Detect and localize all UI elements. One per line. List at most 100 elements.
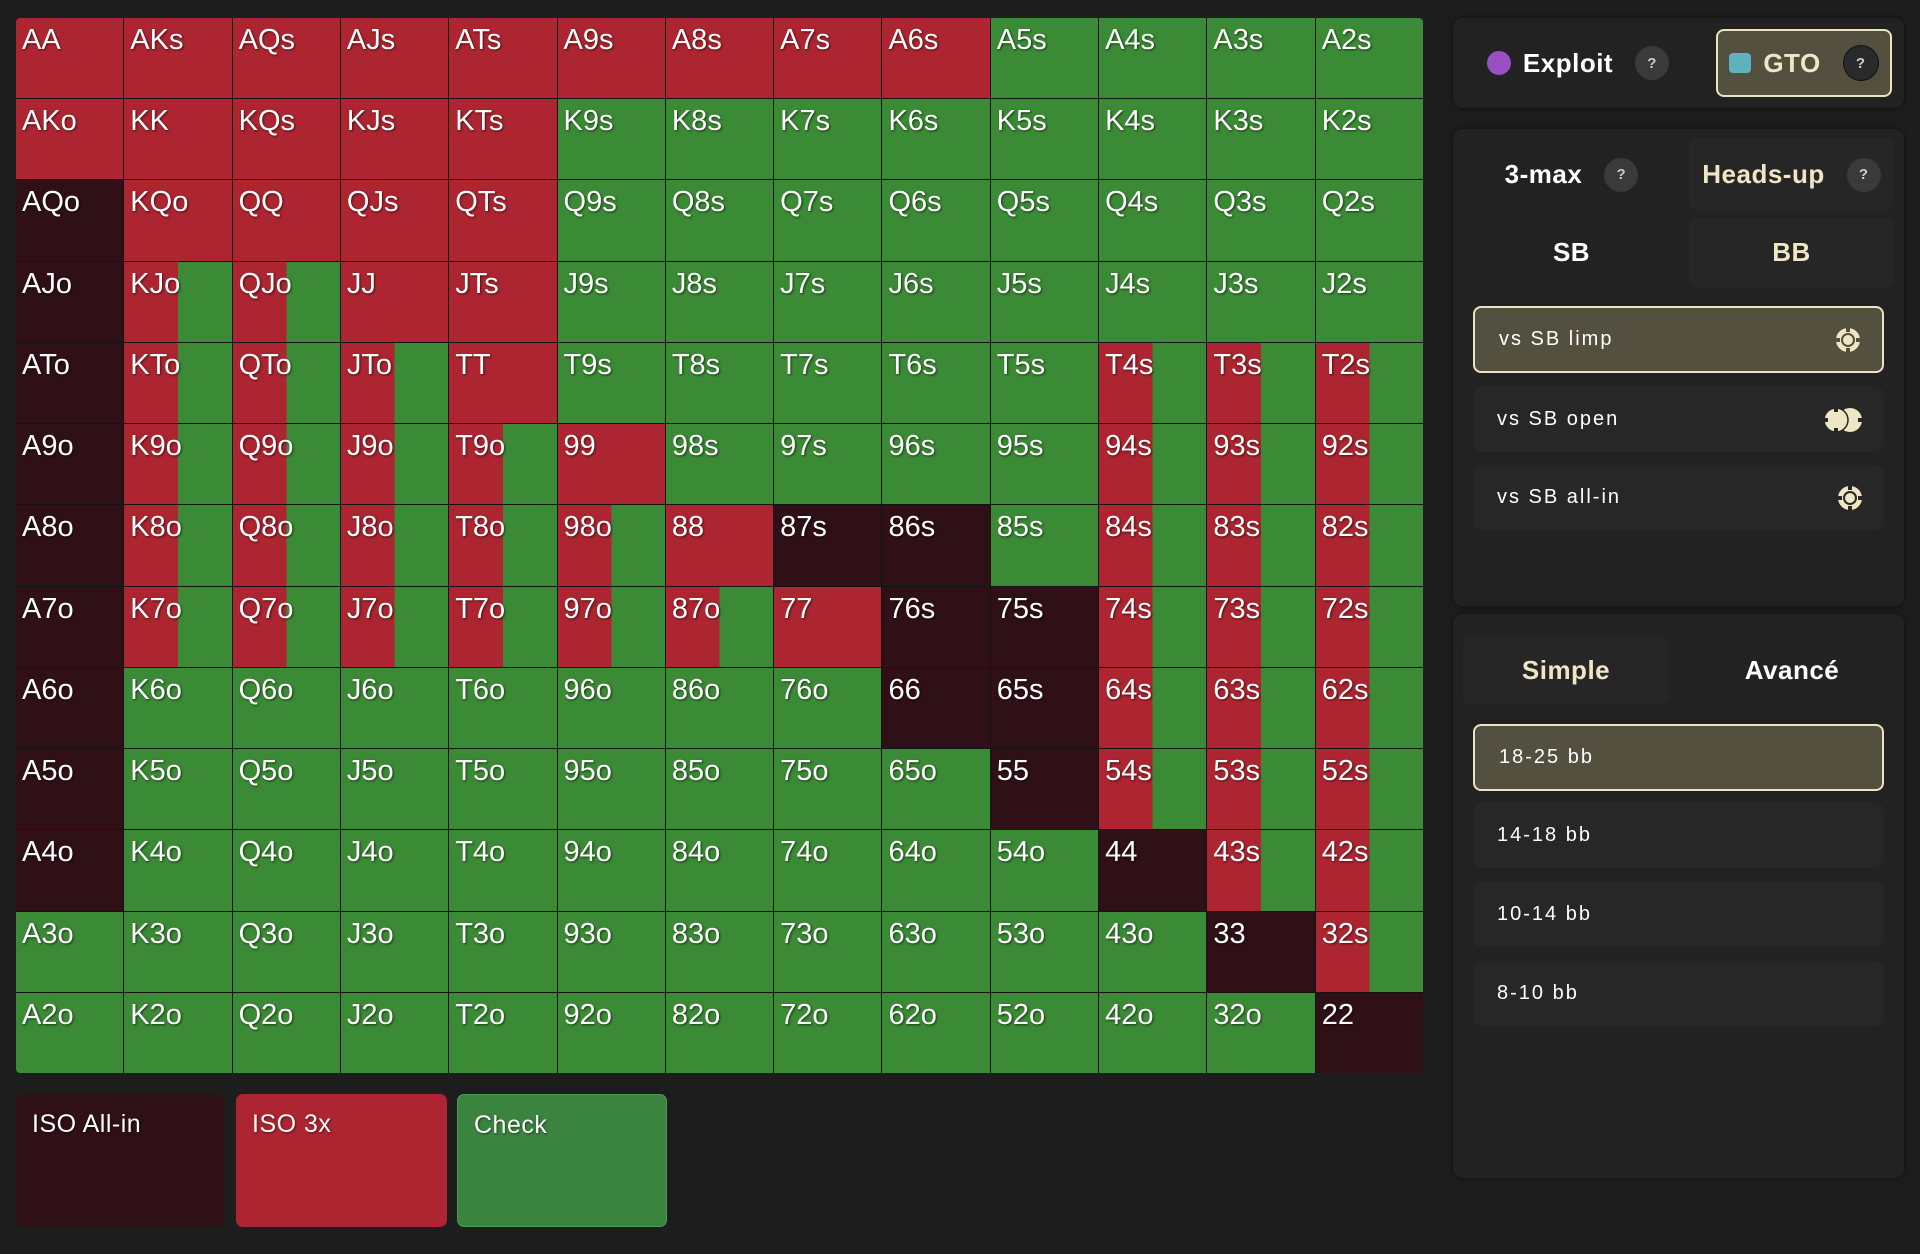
- hand-cell[interactable]: J9s: [557, 261, 665, 342]
- stack-8-10[interactable]: 8-10 bb: [1473, 961, 1884, 1026]
- hand-cell[interactable]: 73o: [774, 911, 882, 992]
- hand-cell[interactable]: Q5s: [990, 180, 1099, 261]
- hand-cell[interactable]: Q9o: [232, 424, 340, 505]
- hand-cell[interactable]: J6s: [882, 261, 990, 342]
- hand-cell[interactable]: J7o: [340, 586, 449, 667]
- hand-cell[interactable]: J5s: [990, 261, 1099, 342]
- hand-cell[interactable]: T3s: [1207, 342, 1315, 424]
- hand-cell[interactable]: A7o: [16, 586, 124, 667]
- simple-tab[interactable]: Simple: [1463, 636, 1669, 704]
- hand-cell[interactable]: A5s: [990, 18, 1099, 99]
- hand-cell[interactable]: 64o: [882, 830, 990, 911]
- hand-cell[interactable]: 76o: [774, 667, 882, 749]
- hand-cell[interactable]: J8s: [665, 261, 774, 342]
- hand-cell[interactable]: J2s: [1315, 261, 1423, 342]
- hand-cell[interactable]: K4s: [1099, 99, 1207, 180]
- hand-cell[interactable]: 44: [1099, 830, 1207, 911]
- hand-cell[interactable]: 54o: [990, 830, 1099, 911]
- hand-cell[interactable]: K2s: [1315, 99, 1423, 180]
- hand-cell[interactable]: Q6s: [882, 180, 990, 261]
- hand-cell[interactable]: Q2s: [1315, 180, 1423, 261]
- hand-cell[interactable]: 87o: [665, 586, 774, 667]
- heads-up-button[interactable]: Heads-up ?: [1689, 138, 1894, 211]
- hand-cell[interactable]: QTo: [232, 342, 340, 424]
- hand-cell[interactable]: K9s: [557, 99, 665, 180]
- hand-cell[interactable]: 97o: [557, 586, 665, 667]
- hand-cell[interactable]: 92o: [557, 992, 665, 1073]
- hand-cell[interactable]: 62s: [1315, 667, 1423, 749]
- scenario-vs-sb-limp[interactable]: vs SB limp: [1473, 306, 1884, 373]
- hand-cell[interactable]: 82s: [1315, 505, 1423, 586]
- hand-cell[interactable]: 87s: [774, 505, 882, 586]
- hand-cell[interactable]: A9o: [16, 424, 124, 505]
- hand-cell[interactable]: AKo: [16, 99, 124, 180]
- hand-cell[interactable]: 98s: [665, 424, 774, 505]
- hand-cell[interactable]: 98o: [557, 505, 665, 586]
- hand-cell[interactable]: A7s: [774, 18, 882, 99]
- hand-cell[interactable]: KTs: [449, 99, 557, 180]
- hand-cell[interactable]: KK: [124, 99, 232, 180]
- hand-cell[interactable]: T5o: [449, 749, 557, 830]
- hand-cell[interactable]: 84s: [1099, 505, 1207, 586]
- hand-cell[interactable]: K3o: [124, 911, 232, 992]
- hand-cell[interactable]: 53s: [1207, 749, 1315, 830]
- hand-cell[interactable]: A6o: [16, 667, 124, 749]
- hand-cell[interactable]: KTo: [124, 342, 232, 424]
- hand-cell[interactable]: 93o: [557, 911, 665, 992]
- hand-cell[interactable]: 32o: [1207, 992, 1315, 1073]
- sb-button[interactable]: SB: [1469, 218, 1674, 287]
- hand-cell[interactable]: 42s: [1315, 830, 1423, 911]
- hand-cell[interactable]: K2o: [124, 992, 232, 1073]
- hand-cell[interactable]: T2o: [449, 992, 557, 1073]
- hand-cell[interactable]: KJo: [124, 261, 232, 342]
- hand-cell[interactable]: Q4s: [1099, 180, 1207, 261]
- hand-cell[interactable]: AJs: [340, 18, 449, 99]
- hand-cell[interactable]: T8o: [449, 505, 557, 586]
- hand-cell[interactable]: Q7s: [774, 180, 882, 261]
- hand-cell[interactable]: 83o: [665, 911, 774, 992]
- exploit-button[interactable]: Exploit ?: [1473, 29, 1683, 97]
- exploit-help-icon[interactable]: ?: [1635, 46, 1670, 80]
- hand-cell[interactable]: AKs: [124, 18, 232, 99]
- hand-cell[interactable]: 52s: [1315, 749, 1423, 830]
- hand-cell[interactable]: 99: [557, 424, 665, 505]
- hand-cell[interactable]: 33: [1207, 911, 1315, 992]
- hand-cell[interactable]: K9o: [124, 424, 232, 505]
- hand-cell[interactable]: A2s: [1315, 18, 1423, 99]
- hand-cell[interactable]: 75o: [774, 749, 882, 830]
- hand-cell[interactable]: 74o: [774, 830, 882, 911]
- hand-cell[interactable]: T5s: [990, 342, 1099, 424]
- hand-cell[interactable]: 96s: [882, 424, 990, 505]
- hand-cell[interactable]: QQ: [232, 180, 340, 261]
- hand-cell[interactable]: J4s: [1099, 261, 1207, 342]
- hand-cell[interactable]: 85o: [665, 749, 774, 830]
- hand-cell[interactable]: J3o: [340, 911, 449, 992]
- hand-cell[interactable]: Q8o: [232, 505, 340, 586]
- three-max-help-icon[interactable]: ?: [1604, 157, 1639, 192]
- hand-cell[interactable]: J6o: [340, 667, 449, 749]
- hand-cell[interactable]: JJ: [340, 261, 449, 342]
- hand-cell[interactable]: J3s: [1207, 261, 1315, 342]
- hand-cell[interactable]: T7o: [449, 586, 557, 667]
- hand-cell[interactable]: AJo: [16, 261, 124, 342]
- hand-cell[interactable]: A4o: [16, 830, 124, 911]
- hand-cell[interactable]: 65o: [882, 749, 990, 830]
- hand-cell[interactable]: KQo: [124, 180, 232, 261]
- hand-cell[interactable]: 72o: [774, 992, 882, 1073]
- hand-cell[interactable]: T3o: [449, 911, 557, 992]
- heads-up-help-icon[interactable]: ?: [1846, 157, 1881, 192]
- hand-cell[interactable]: A8s: [665, 18, 774, 99]
- hand-cell[interactable]: 62o: [882, 992, 990, 1073]
- hand-cell[interactable]: A5o: [16, 749, 124, 830]
- hand-cell[interactable]: ATo: [16, 342, 124, 424]
- hand-cell[interactable]: 54s: [1099, 749, 1207, 830]
- hand-cell[interactable]: T4s: [1099, 342, 1207, 424]
- hand-cell[interactable]: KJs: [340, 99, 449, 180]
- hand-cell[interactable]: 92s: [1315, 424, 1423, 505]
- hand-cell[interactable]: T9s: [557, 342, 665, 424]
- hand-cell[interactable]: Q3s: [1207, 180, 1315, 261]
- hand-cell[interactable]: A4s: [1099, 18, 1207, 99]
- hand-cell[interactable]: 63s: [1207, 667, 1315, 749]
- hand-cell[interactable]: Q7o: [232, 586, 340, 667]
- hand-cell[interactable]: 32s: [1315, 911, 1423, 992]
